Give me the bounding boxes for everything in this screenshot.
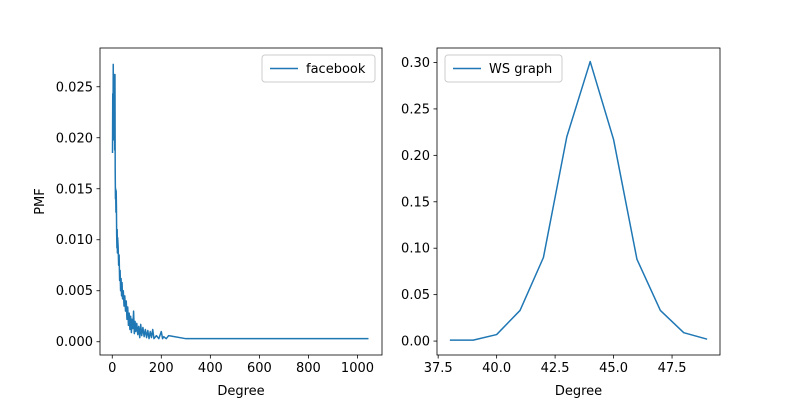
y-tick-label: 0.020 — [56, 131, 93, 146]
y-tick-label: 0.20 — [401, 149, 430, 164]
facebook-degree-chart: 0 200 400 600 800 1000 0.000 0.005 0.010 0.015 0.0… — [33, 47, 383, 399]
legend-label: facebook — [306, 62, 366, 77]
y-tick-label: 0.25 — [401, 102, 430, 117]
x-tick-label: 1000 — [341, 361, 374, 376]
x-tick-label: 40.0 — [482, 361, 511, 376]
x-axis-label: Degree — [555, 384, 602, 399]
legend-box — [261, 54, 376, 83]
ws-graph-degree-chart: 37.5 40.0 42.5 45.0 47.5 0.00 0.05 0.10 0.15 0.20… — [401, 47, 721, 399]
y-tick-label: 0.10 — [401, 242, 430, 257]
y-tick-label: 0.000 — [56, 335, 93, 350]
y-tick-label: 0.005 — [56, 284, 93, 299]
y-tick-label: 0.05 — [401, 288, 430, 303]
x-axis-label: Degree — [217, 384, 264, 399]
series-line-0 — [449, 60, 708, 341]
y-tick-label: 0.15 — [401, 195, 430, 210]
x-tick-label: 400 — [198, 361, 223, 376]
axes-frame — [99, 47, 383, 356]
y-tick-label: 0.00 — [401, 335, 430, 350]
x-tick-label: 200 — [149, 361, 174, 376]
legend-box — [444, 54, 563, 83]
x-tick-label: 47.5 — [658, 361, 687, 376]
x-tick-label: 45.0 — [599, 361, 628, 376]
x-tick-label: 0 — [108, 361, 116, 376]
y-axis-label: PMF — [33, 188, 48, 215]
y-tick-label: 0.015 — [56, 182, 93, 197]
legend-label: WS graph — [489, 62, 552, 77]
y-tick-label: 0.010 — [56, 233, 93, 248]
legend: facebook — [261, 54, 376, 83]
series-line-0 — [111, 63, 369, 340]
y-tick-label: 0.025 — [56, 80, 93, 95]
x-tick-label: 37.5 — [424, 361, 453, 376]
y-tick-label: 0.30 — [401, 56, 430, 71]
legend: WS graph — [444, 54, 563, 83]
x-tick-label: 42.5 — [541, 361, 570, 376]
x-tick-label: 800 — [296, 361, 321, 376]
x-tick-label: 600 — [247, 361, 272, 376]
